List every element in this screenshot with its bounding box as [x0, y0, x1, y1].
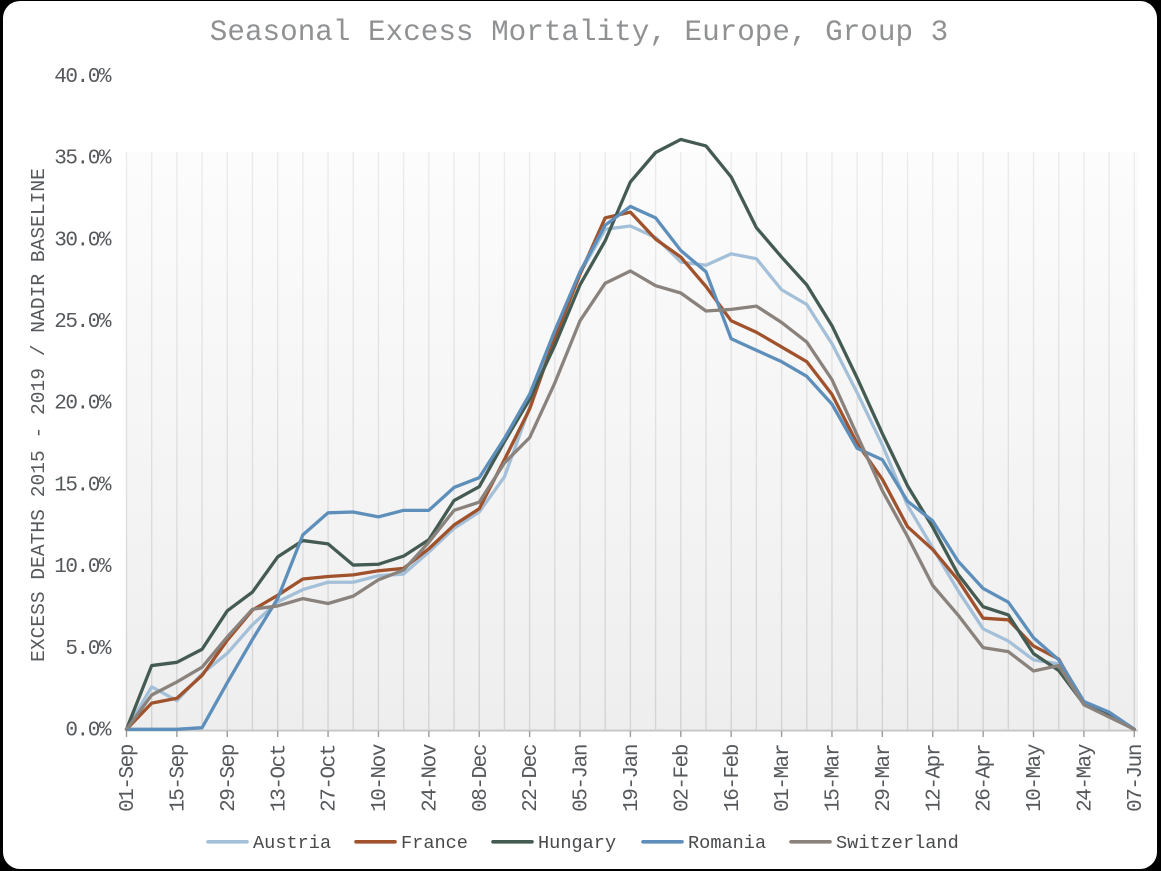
svg-text:19-Jan: 19-Jan [621, 745, 644, 812]
svg-text:Hungary: Hungary [538, 833, 616, 854]
svg-text:15-Mar: 15-Mar [823, 745, 846, 812]
svg-text:24-May: 24-May [1075, 744, 1098, 812]
svg-text:01-Sep: 01-Sep [117, 744, 140, 812]
svg-text:13-Oct: 13-Oct [268, 745, 291, 812]
svg-text:22-Dec: 22-Dec [520, 744, 543, 812]
svg-text:35.0%: 35.0% [54, 148, 112, 171]
svg-text:France: France [401, 833, 468, 854]
svg-text:24-Nov: 24-Nov [419, 744, 442, 812]
svg-text:29-Mar: 29-Mar [873, 745, 896, 812]
svg-text:01-Mar: 01-Mar [772, 745, 795, 812]
svg-text:Romania: Romania [688, 833, 766, 854]
svg-text:26-Apr: 26-Apr [974, 745, 997, 812]
svg-text:27-Oct: 27-Oct [319, 745, 342, 812]
svg-text:40.0%: 40.0% [54, 66, 112, 89]
svg-text:10-May: 10-May [1024, 744, 1047, 812]
svg-text:25.0%: 25.0% [54, 311, 112, 334]
svg-text:20.0%: 20.0% [54, 393, 112, 416]
svg-text:30.0%: 30.0% [54, 229, 112, 252]
svg-text:29-Sep: 29-Sep [218, 744, 241, 812]
svg-text:Seasonal Excess Mortality, Eur: Seasonal Excess Mortality, Europe, Group… [210, 16, 948, 49]
svg-text:Austria: Austria [253, 833, 331, 854]
svg-text:0.0%: 0.0% [65, 720, 111, 743]
svg-text:10.0%: 10.0% [54, 556, 112, 579]
svg-text:12-Apr: 12-Apr [923, 745, 946, 812]
svg-text:10-Nov: 10-Nov [369, 744, 392, 812]
svg-text:5.0%: 5.0% [65, 638, 111, 661]
svg-text:15-Sep: 15-Sep [167, 744, 190, 812]
svg-text:02-Feb: 02-Feb [671, 744, 694, 812]
svg-text:Switzerland: Switzerland [836, 833, 959, 854]
svg-text:16-Feb: 16-Feb [722, 744, 745, 812]
svg-text:05-Jan: 05-Jan [571, 745, 594, 812]
svg-text:07-Jun: 07-Jun [1125, 745, 1148, 812]
svg-text:15.0%: 15.0% [54, 474, 112, 497]
svg-text:08-Dec: 08-Dec [470, 744, 493, 812]
svg-text:EXCESS DEATHS 2015 - 2019 / NA: EXCESS DEATHS 2015 - 2019 / NADIR BASELI… [28, 168, 50, 662]
